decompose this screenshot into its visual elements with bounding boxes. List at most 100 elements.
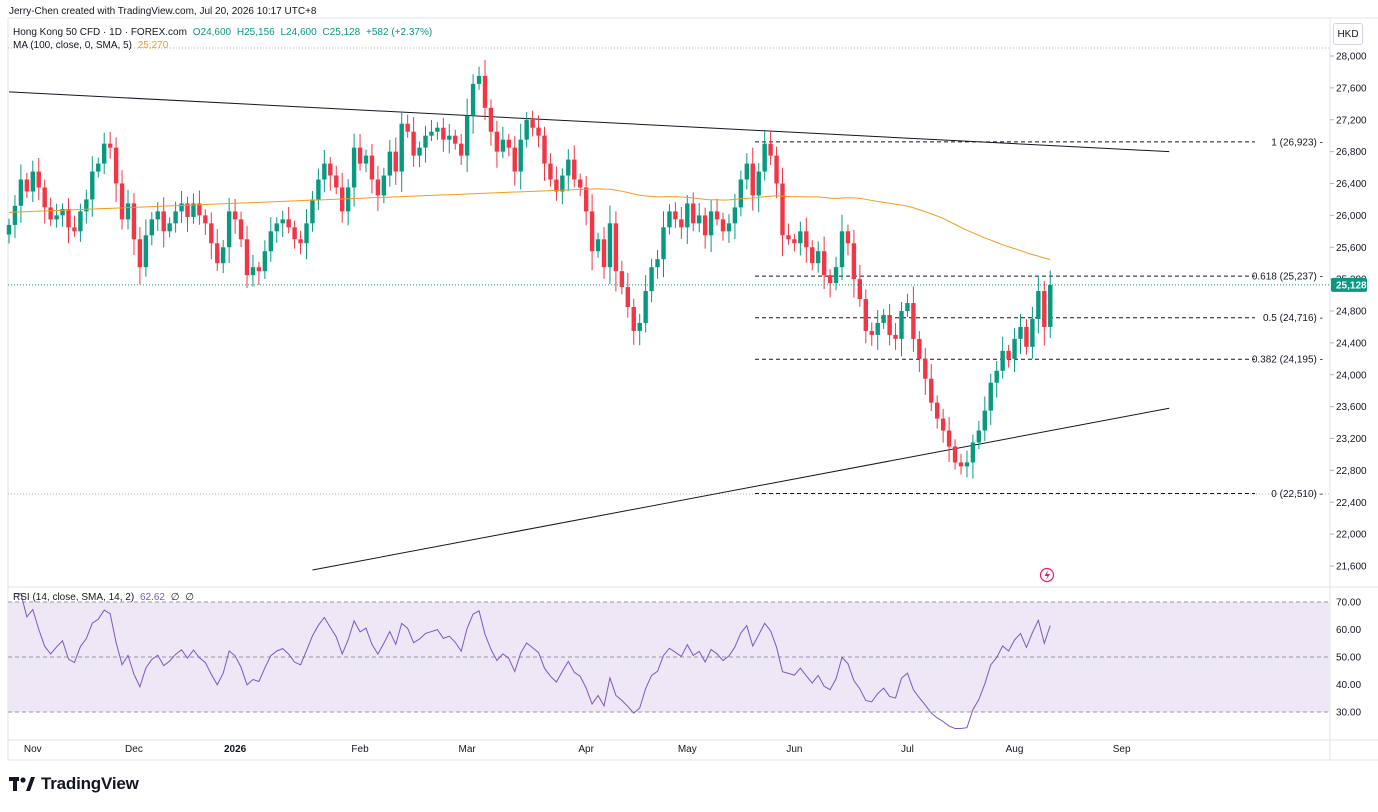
brand-name: TradingView [41,774,139,793]
rsi-axis-label: 30.00 [1336,708,1361,719]
candle-body [821,251,827,276]
candle-body [464,115,470,156]
candle-body [750,163,755,196]
fib-level-label: 0.618 (25,237) - [1252,272,1323,283]
candle-body [179,203,184,212]
price-axis-label: 24,000 [1336,370,1367,381]
rsi-axis-label: 70.00 [1336,598,1361,609]
tradingview-logo-icon [9,777,35,791]
candle-body [625,287,630,308]
price-axis-label: 24,800 [1336,307,1367,318]
candle-body [268,231,273,252]
candle-body [274,223,279,232]
candle-body [411,131,416,156]
candle-body [167,223,172,232]
candle-body [572,159,577,180]
candle-body [857,279,863,300]
ohlc-low: L24,600 [280,27,317,38]
candle-body [929,378,934,403]
candle-body [923,358,928,379]
candle-body [322,163,327,180]
candle-body [1012,338,1017,359]
candle-body [286,219,291,228]
candle-body [845,231,851,244]
candle-body [512,147,517,172]
candle-body [673,211,678,220]
author-line: Jerry-Chen created with TradingView.com,… [9,6,317,17]
last-price-label: 25,128 [1336,280,1367,291]
symbol-name[interactable]: Hong Kong 50 CFD · 1D · FOREX.com [13,27,187,38]
candle-body [232,211,238,220]
price-axis-label: 27,200 [1336,115,1367,126]
candle-body [940,418,946,431]
time-axis-label: Apr [578,744,594,755]
candle-body [221,247,226,264]
candle-body [578,179,583,188]
time-axis-label: Aug [1006,744,1024,755]
candle-body [667,211,672,228]
candle-body [447,135,452,140]
fib-level-label: 0 (22,510) - [1271,489,1323,500]
candle-body [191,203,196,217]
candle-body [298,239,303,244]
ma-label[interactable]: MA (100, close, 0, SMA, 5) [13,40,132,51]
candle-body [1036,291,1041,319]
candle-body [137,239,143,268]
candle-body [292,227,297,240]
candle-body [149,219,154,236]
candle-body [215,243,220,264]
candle-body [429,131,434,136]
ma100-line [8,188,1051,260]
candle-body [102,143,107,164]
candle-body [54,215,59,220]
candle-body [536,127,541,136]
currency-unit-button[interactable]: HKD [1333,23,1363,45]
rsi-extra-1: ∅ [170,592,180,603]
candle-body [250,267,256,276]
candle-body [768,143,773,156]
price-axis-label: 28,000 [1336,52,1367,63]
candle-body [280,219,285,224]
ohlc-high: H25,156 [236,27,275,38]
rsi-label[interactable]: RSI (14, close, SMA, 14, 2) [13,592,135,603]
candle-body [863,299,868,331]
candle-body [518,139,523,172]
candle-body [161,211,166,232]
candle-body [453,135,458,144]
price-axis-label: 22,000 [1336,530,1367,541]
candle-body [125,203,131,220]
candle-body [441,127,446,140]
candle-body [328,163,333,176]
candle-body [369,155,375,180]
candle-body [24,179,30,192]
time-axis-label: May [678,744,697,755]
candle-body [459,143,464,156]
candle-body [60,209,65,216]
candle-body [661,227,666,260]
candle-body [816,251,821,264]
candle-body [107,143,113,148]
candle-body [36,171,41,188]
candle-body [417,147,422,156]
candle-body [554,179,559,192]
candle-body [405,123,410,132]
candle-body [66,209,71,228]
candle-body [78,211,83,232]
candle-body [601,239,607,268]
candle-body [851,243,857,280]
candle-body [744,163,749,180]
candle-body [804,231,809,248]
time-axis-label: Jul [901,744,914,755]
trendline-lower [312,407,1170,571]
candle-body [155,211,160,220]
candle-body [738,179,744,208]
candle-body [994,370,999,383]
candle-body [351,147,357,188]
rsi-line [14,593,1051,729]
candle-body [506,139,511,148]
brand-logo[interactable]: TradingView [9,774,139,794]
candle-body [1024,326,1029,347]
candle-body [697,215,702,224]
time-axis-label: Feb [351,744,369,755]
